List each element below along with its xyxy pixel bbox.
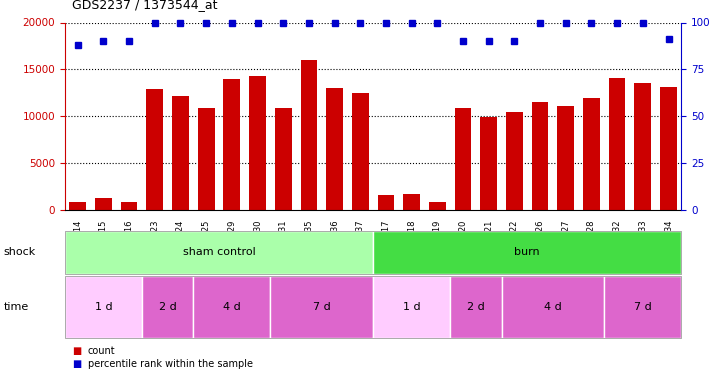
- Text: burn: burn: [514, 247, 540, 257]
- Text: shock: shock: [4, 247, 36, 257]
- Bar: [326, 88, 343, 210]
- Text: 7 d: 7 d: [313, 302, 331, 312]
- Bar: [403, 194, 420, 210]
- Bar: [120, 202, 138, 210]
- Bar: [95, 198, 112, 210]
- Bar: [224, 79, 240, 210]
- Bar: [69, 202, 86, 210]
- Bar: [352, 93, 368, 210]
- Bar: [429, 202, 446, 210]
- Text: 1 d: 1 d: [94, 302, 112, 312]
- Text: 7 d: 7 d: [634, 302, 652, 312]
- Bar: [198, 108, 215, 210]
- Bar: [634, 84, 651, 210]
- Bar: [301, 60, 317, 210]
- Bar: [455, 108, 472, 210]
- Text: 2 d: 2 d: [159, 302, 177, 312]
- Bar: [583, 99, 600, 210]
- Bar: [531, 102, 549, 210]
- Bar: [249, 76, 266, 210]
- Text: ■: ■: [72, 346, 81, 355]
- Bar: [378, 195, 394, 210]
- Bar: [557, 106, 574, 210]
- Bar: [609, 78, 626, 210]
- Text: 2 d: 2 d: [467, 302, 485, 312]
- Bar: [275, 108, 291, 210]
- Text: 1 d: 1 d: [403, 302, 420, 312]
- Text: count: count: [88, 346, 115, 355]
- Text: sham control: sham control: [182, 247, 255, 257]
- Text: time: time: [4, 302, 29, 312]
- Bar: [480, 117, 497, 210]
- Text: 4 d: 4 d: [223, 302, 241, 312]
- Text: ■: ■: [72, 359, 81, 369]
- Text: 4 d: 4 d: [544, 302, 562, 312]
- Bar: [146, 89, 163, 210]
- Text: GDS2237 / 1373544_at: GDS2237 / 1373544_at: [72, 0, 218, 11]
- Bar: [660, 87, 677, 210]
- Bar: [506, 112, 523, 210]
- Bar: [172, 96, 189, 210]
- Text: percentile rank within the sample: percentile rank within the sample: [88, 359, 253, 369]
